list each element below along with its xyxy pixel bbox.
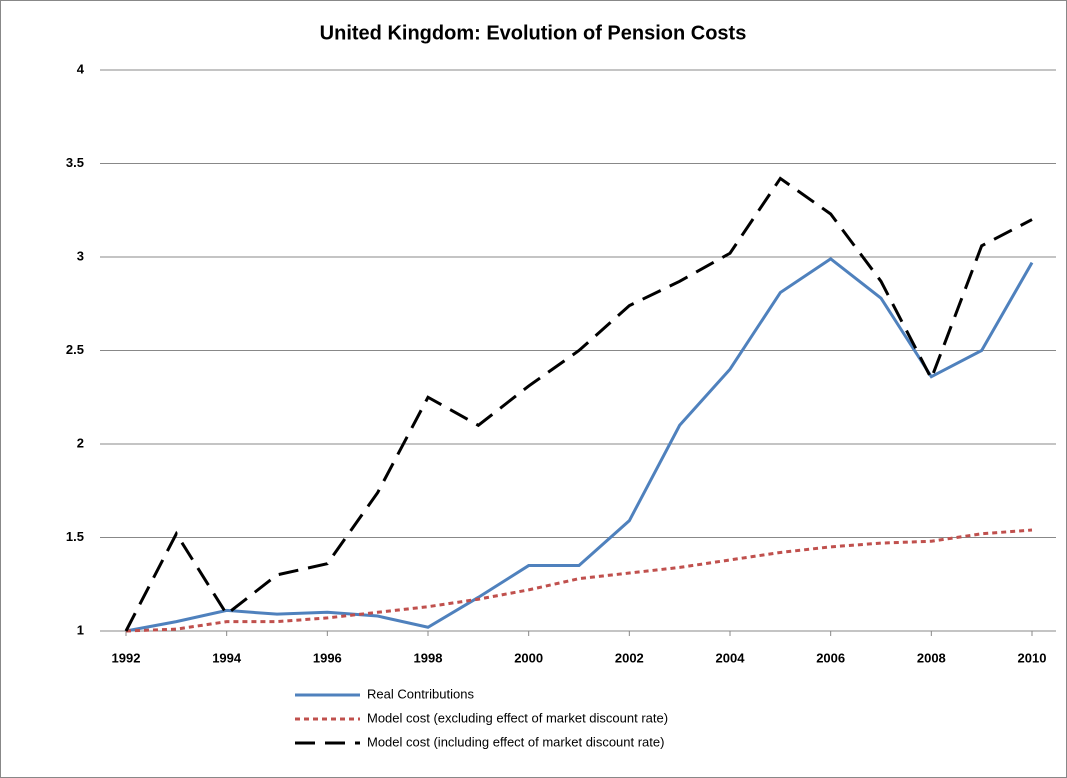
x-tick-label: 2006 [816,650,845,665]
x-tick-label: 1998 [414,650,443,665]
x-tick-label: 2000 [514,650,543,665]
legend-label: Model cost (excluding effect of market d… [367,710,668,725]
x-tick-label: 1992 [112,650,141,665]
legend-label: Real Contributions [367,686,474,701]
x-tick-label: 1994 [212,650,242,665]
x-tick-label: 2010 [1018,650,1047,665]
y-tick-label: 1.5 [66,529,84,544]
chart-title: United Kingdom: Evolution of Pension Cos… [320,22,747,44]
x-tick-label: 1996 [313,650,342,665]
x-tick-label: 2002 [615,650,644,665]
y-tick-label: 2.5 [66,342,84,357]
y-tick-label: 3.5 [66,155,84,170]
legend-label: Model cost (including effect of market d… [367,734,664,749]
y-tick-label: 1 [77,622,84,637]
x-tick-label: 2004 [716,650,746,665]
y-tick-label: 3 [77,248,84,263]
x-tick-label: 2008 [917,650,946,665]
y-tick-label: 4 [77,61,85,76]
y-tick-label: 2 [77,435,84,450]
series-line [125,257,1034,633]
series-line [124,176,1033,632]
